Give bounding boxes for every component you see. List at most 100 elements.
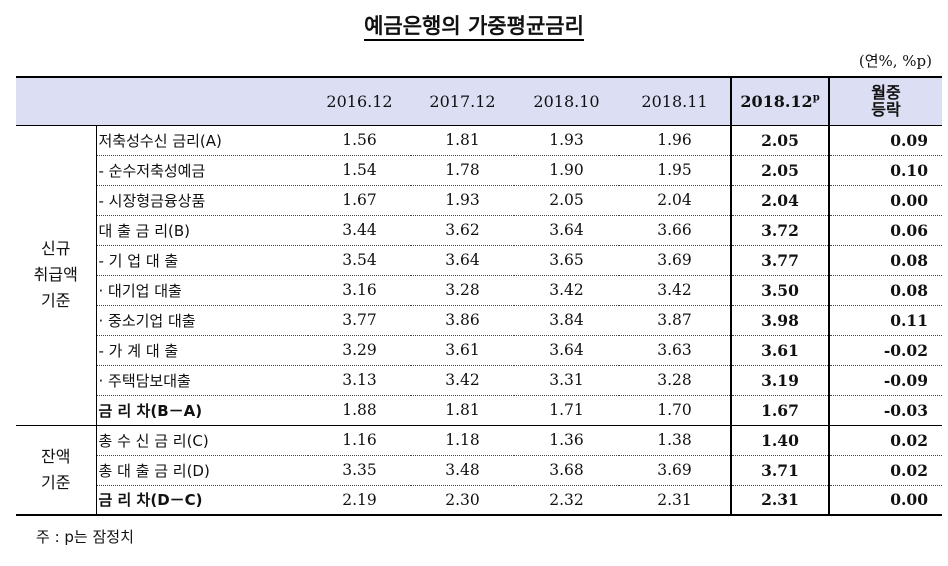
cell-highlight: 3.19: [730, 365, 830, 396]
group-label-line: 잔액: [41, 446, 71, 466]
cell-highlight: 2.05: [730, 125, 830, 156]
cell-value: 1.81: [411, 395, 514, 426]
header-row: 2016.12 2017.12 2018.10 2018.11 2018.12p…: [16, 76, 942, 126]
table-row: · 주택담보대출 3.13 3.42 3.31 3.28 3.19 -0.09: [16, 365, 942, 396]
table-row: · 대기업 대출 3.16 3.28 3.42 3.42 3.50 0.08: [16, 275, 942, 306]
row-label: 대 출 금 리(B): [95, 215, 308, 246]
cell-highlight: 3.72: [730, 215, 830, 246]
cell-value: 2.30: [411, 485, 514, 516]
row-label: - 가 계 대 출: [95, 335, 308, 366]
cell-value: 1.78: [411, 155, 514, 186]
row-label: - 시장형금융상품: [95, 185, 308, 216]
cell-value: 3.28: [619, 365, 731, 396]
table-row: - 시장형금융상품 1.67 1.93 2.05 2.04 2.04 0.00: [16, 185, 942, 216]
cell-value: 3.13: [308, 365, 411, 396]
cell-value: 1.18: [411, 425, 514, 456]
cell-highlight: 3.98: [730, 305, 830, 336]
row-label: - 순수저축성예금: [95, 155, 308, 186]
cell-value: 3.31: [514, 365, 619, 396]
cell-value: 3.64: [514, 335, 619, 366]
table-row: 신규 취급액 기준 저축성수신 금리(A) 1.56 1.81 1.93 1.96 2.05 0.…: [16, 125, 942, 426]
table-row: 총 대 출 금 리(D) 3.35 3.48 3.68 3.69 3.71 0.02: [16, 455, 942, 486]
cell-value: 3.77: [308, 305, 411, 336]
cell-change: 0.08: [829, 245, 942, 276]
cell-value: 3.68: [514, 455, 619, 486]
cell-value: 1.93: [514, 125, 619, 156]
cell-value: 3.54: [308, 245, 411, 276]
cell-value: 3.84: [514, 305, 619, 336]
cell-value: 1.16: [308, 425, 411, 456]
cell-change: 0.08: [829, 275, 942, 306]
cell-value: 3.62: [411, 215, 514, 246]
cell-change: 0.02: [829, 425, 942, 456]
cell-value: 3.61: [411, 335, 514, 366]
cell-value: 1.90: [514, 155, 619, 186]
col-header: 2018.11: [619, 76, 731, 126]
cell-value: 3.64: [514, 215, 619, 246]
cell-value: 1.95: [619, 155, 731, 186]
cell-value: 1.70: [619, 395, 731, 426]
cell-highlight: 2.04: [730, 185, 830, 216]
row-label: 금 리 차(D－C): [95, 485, 308, 516]
table-row: 금 리 차(B－A) 1.88 1.81 1.71 1.70 1.67 -0.03: [16, 395, 942, 426]
cell-value: 2.04: [619, 185, 731, 216]
col-header-change: 월중 등락: [829, 76, 942, 126]
cell-change: 0.11: [829, 305, 942, 336]
col-header: 2018.10: [514, 76, 619, 126]
cell-value: 1.71: [514, 395, 619, 426]
cell-change: 0.09: [829, 125, 942, 156]
cell-change: 0.02: [829, 455, 942, 486]
cell-highlight: 3.71: [730, 455, 830, 486]
group-label-line: 기준: [41, 291, 71, 310]
cell-value: 1.54: [308, 155, 411, 186]
row-label: · 주택담보대출: [95, 365, 308, 396]
cell-change: 0.00: [829, 485, 942, 516]
row-label: 금 리 차(B－A): [95, 395, 308, 426]
table-row: 잔액 기준 총 수 신 금 리(C) 1.16 1.18 1.36 1.38 1.40 0.02: [16, 425, 942, 516]
group-label-line: 기준: [41, 472, 71, 492]
cell-value: 3.64: [411, 245, 514, 276]
interest-rate-table: 2016.12 2017.12 2018.10 2018.11 2018.12p…: [16, 76, 942, 516]
cell-value: 3.44: [308, 215, 411, 246]
cell-value: 1.36: [514, 425, 619, 456]
cell-value: 3.28: [411, 275, 514, 306]
cell-value: 3.42: [619, 275, 731, 306]
cell-value: 3.42: [514, 275, 619, 306]
cell-value: 3.87: [619, 305, 731, 336]
row-label: · 대기업 대출: [95, 275, 308, 306]
cell-value: 3.63: [619, 335, 731, 366]
cell-value: 3.86: [411, 305, 514, 336]
cell-highlight: 3.50: [730, 275, 830, 306]
cell-value: 3.69: [619, 245, 731, 276]
group-label: 신규 취급액 기준: [16, 125, 96, 426]
cell-value: 3.69: [619, 455, 731, 486]
cell-value: 1.81: [411, 125, 514, 156]
cell-value: 3.16: [308, 275, 411, 306]
cell-change: 0.10: [829, 155, 942, 186]
cell-change: 0.06: [829, 215, 942, 246]
header-corner: [16, 76, 308, 126]
table-row: 금 리 차(D－C) 2.19 2.30 2.32 2.31 2.31 0.00: [16, 485, 942, 516]
footnote: 주 : p는 잠정치: [36, 528, 134, 546]
group-label-line: 신규: [41, 239, 71, 258]
row-label: 저축성수신 금리(A): [95, 125, 308, 156]
table-row: 대 출 금 리(B) 3.44 3.62 3.64 3.66 3.72 0.06: [16, 215, 942, 246]
row-label: 총 대 출 금 리(D): [95, 455, 308, 486]
cell-highlight: 3.77: [730, 245, 830, 276]
cell-value: 1.67: [308, 185, 411, 216]
row-label: · 중소기업 대출: [95, 305, 308, 336]
cell-value: 3.42: [411, 365, 514, 396]
cell-value: 3.66: [619, 215, 731, 246]
cell-highlight: 3.61: [730, 335, 830, 366]
cell-value: 3.65: [514, 245, 619, 276]
cell-value: 2.31: [619, 485, 731, 516]
cell-value: 3.29: [308, 335, 411, 366]
unit-label: (연%, %p): [858, 52, 932, 70]
table-row: - 기 업 대 출 3.54 3.64 3.65 3.69 3.77 0.08: [16, 245, 942, 276]
cell-value: 2.19: [308, 485, 411, 516]
cell-value: 1.96: [619, 125, 731, 156]
cell-value: 1.93: [411, 185, 514, 216]
cell-value: 1.88: [308, 395, 411, 426]
cell-highlight: 2.05: [730, 155, 830, 186]
